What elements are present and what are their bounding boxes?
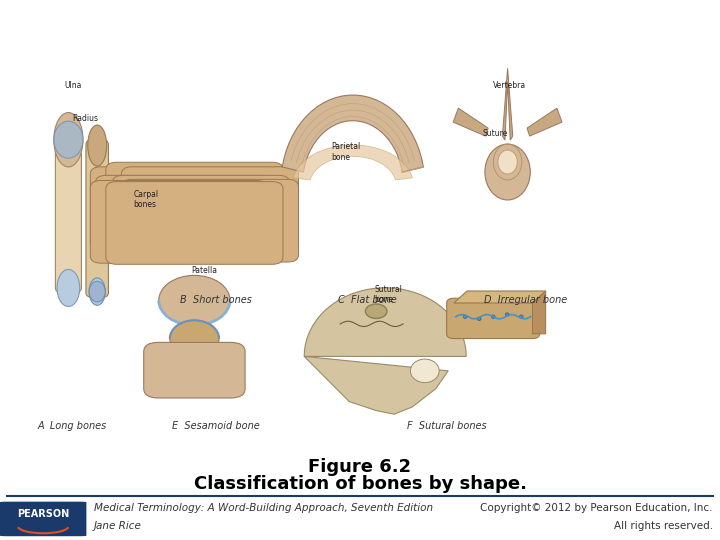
Text: C  Flat bone: C Flat bone: [338, 295, 397, 305]
Ellipse shape: [57, 269, 80, 307]
Ellipse shape: [463, 315, 467, 319]
Ellipse shape: [477, 317, 481, 321]
Ellipse shape: [170, 320, 219, 357]
FancyBboxPatch shape: [0, 502, 86, 536]
Ellipse shape: [366, 304, 387, 319]
Text: A  Long bones: A Long bones: [37, 421, 107, 430]
Text: Copyright© 2012 by Pearson Education, Inc.: Copyright© 2012 by Pearson Education, In…: [480, 503, 713, 514]
Polygon shape: [533, 291, 546, 334]
Text: PEARSON: PEARSON: [17, 509, 69, 519]
FancyBboxPatch shape: [90, 180, 267, 263]
Ellipse shape: [498, 150, 517, 174]
Ellipse shape: [410, 359, 439, 382]
FancyBboxPatch shape: [112, 176, 289, 258]
FancyBboxPatch shape: [106, 181, 283, 264]
Text: Medical Terminology: A Word-Building Approach, Seventh Edition: Medical Terminology: A Word-Building App…: [94, 503, 433, 514]
Text: All rights reserved.: All rights reserved.: [613, 521, 713, 531]
Text: B  Short bones: B Short bones: [180, 295, 252, 305]
Polygon shape: [305, 288, 467, 414]
Ellipse shape: [158, 275, 230, 325]
Ellipse shape: [88, 125, 107, 166]
Ellipse shape: [505, 313, 509, 316]
Text: Ulna: Ulna: [65, 81, 82, 90]
FancyBboxPatch shape: [90, 167, 267, 249]
FancyBboxPatch shape: [446, 298, 540, 339]
Ellipse shape: [89, 278, 105, 305]
FancyBboxPatch shape: [86, 140, 109, 298]
Text: F  Sutural bones: F Sutural bones: [407, 421, 486, 430]
Text: E  Sesamoid bone: E Sesamoid bone: [172, 421, 260, 430]
Polygon shape: [503, 68, 513, 140]
Text: Radius: Radius: [72, 114, 98, 123]
FancyBboxPatch shape: [55, 135, 81, 293]
Text: Carpal
bones: Carpal bones: [133, 190, 158, 210]
Polygon shape: [282, 95, 423, 172]
Text: Figure 6.2: Figure 6.2: [308, 458, 412, 476]
FancyBboxPatch shape: [122, 167, 299, 249]
FancyBboxPatch shape: [144, 342, 245, 398]
Text: D  Irregular bone: D Irregular bone: [484, 295, 567, 305]
FancyBboxPatch shape: [106, 162, 283, 245]
Text: Sutural
bone: Sutural bone: [374, 285, 402, 305]
FancyBboxPatch shape: [122, 179, 299, 262]
FancyBboxPatch shape: [96, 176, 273, 258]
Text: Jane Rice: Jane Rice: [94, 521, 141, 531]
Text: Patella: Patella: [191, 266, 217, 275]
Ellipse shape: [89, 281, 105, 302]
Wedge shape: [293, 145, 413, 180]
Text: Parietal
bone: Parietal bone: [331, 143, 361, 162]
Polygon shape: [454, 291, 546, 303]
Text: Suture: Suture: [482, 129, 508, 138]
Text: Classification of bones by shape.: Classification of bones by shape.: [194, 475, 526, 492]
Polygon shape: [453, 108, 488, 136]
Ellipse shape: [54, 112, 83, 167]
Polygon shape: [527, 108, 562, 136]
Ellipse shape: [485, 144, 530, 200]
Text: Vertebra: Vertebra: [493, 81, 526, 90]
Ellipse shape: [519, 315, 523, 319]
Ellipse shape: [491, 315, 495, 319]
Ellipse shape: [54, 121, 83, 158]
